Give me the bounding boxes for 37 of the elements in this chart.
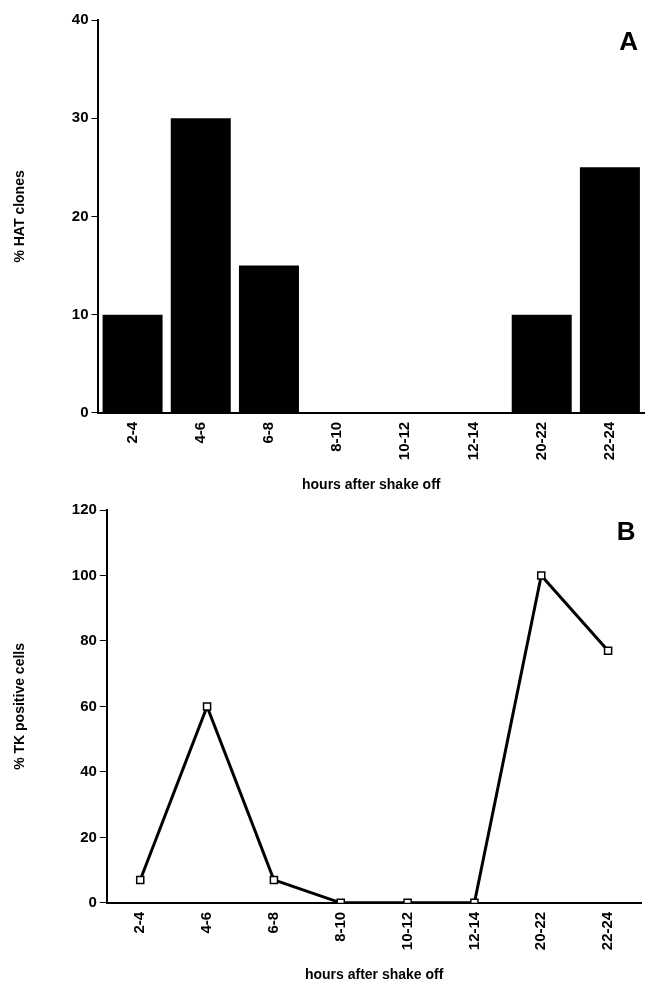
x-tick-label: 6-8 (259, 421, 277, 444)
x-tick-label: 4-6 (197, 911, 215, 934)
y-tick-label: 60 (80, 696, 97, 714)
x-tick-label: 8-10 (327, 421, 345, 452)
y-tick-label: 100 (71, 565, 97, 583)
x-axis-title: hours after shake off (302, 476, 441, 493)
point (202, 702, 212, 711)
y-tick-label: 80 (80, 631, 97, 649)
point (536, 571, 546, 580)
x-tick-label: 8-10 (330, 911, 348, 942)
y-axis-title: % HAT clones (11, 170, 28, 263)
x-tick-label: 10-12 (395, 421, 413, 461)
x-tick-label: 2-4 (130, 911, 148, 934)
x-tick-label: 12-14 (463, 421, 481, 461)
x-tick-label: 6-8 (264, 911, 282, 934)
y-axis-title: % TK positive cells (11, 642, 28, 770)
annotation: A (619, 26, 639, 57)
x-tick-label: 22-24 (600, 421, 618, 461)
y-tick-label: 10 (71, 304, 89, 322)
x-tick-label: 22-24 (598, 911, 616, 951)
y-tick-label: 120 (71, 500, 97, 518)
y-tick-label: 20 (80, 827, 97, 845)
y-tick-label: 30 (71, 108, 89, 126)
y-tick-label: 40 (71, 10, 89, 28)
x-axis-title: hours after shake off (304, 966, 444, 983)
y-tick-label: 0 (88, 892, 97, 910)
x-tick-label: 12-14 (464, 911, 482, 951)
x-tick-label: 4-6 (190, 421, 208, 444)
point (603, 646, 613, 656)
x-tick-label: 2-4 (122, 421, 140, 444)
y-tick-label: 40 (80, 762, 97, 780)
y-tick-label: 20 (71, 206, 89, 224)
x-tick-label: 20-22 (531, 421, 549, 461)
x-tick-label: 20-22 (531, 911, 549, 951)
x-tick-label: 10-12 (397, 911, 415, 951)
y-tick-label: 0 (80, 402, 89, 420)
annotation: B (616, 516, 636, 547)
